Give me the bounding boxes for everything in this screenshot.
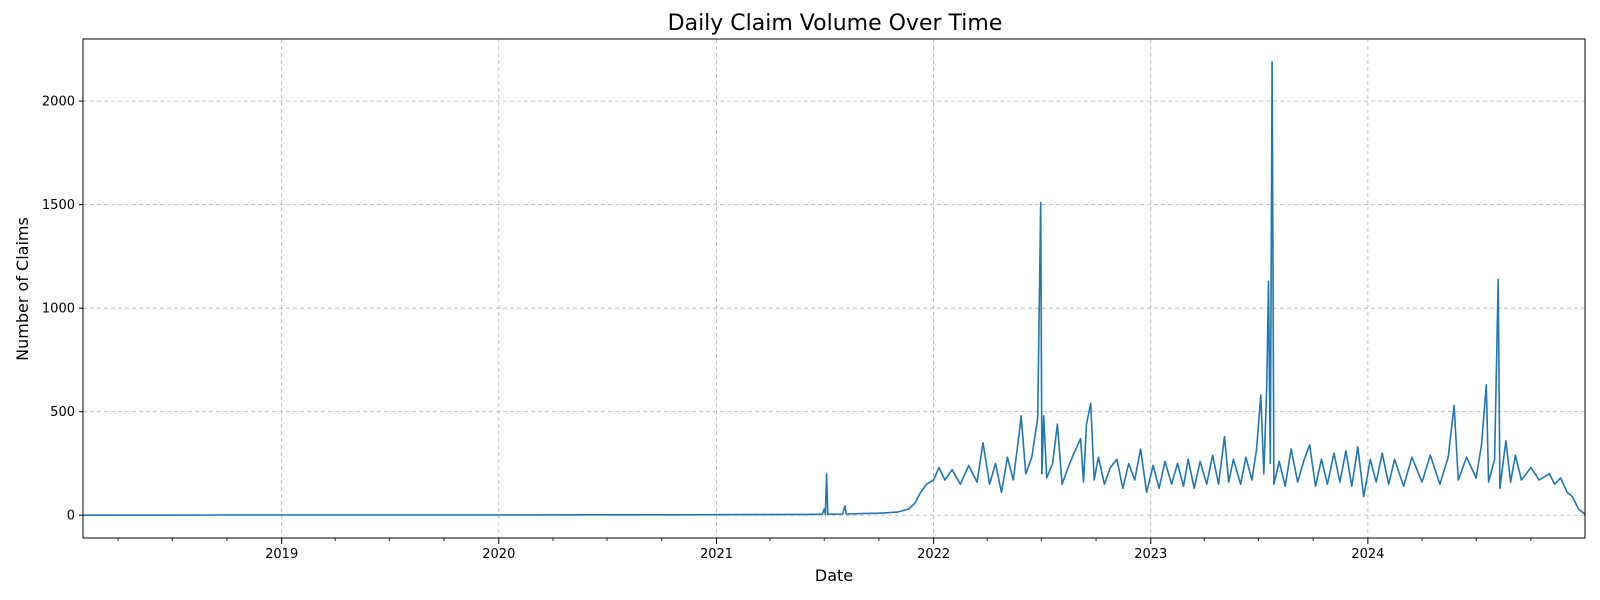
axis-ticks: 0 500 1000 1500 2000 2019 2020 2021 2022 2023 2024 <box>42 95 1532 562</box>
x-tick-label: 2019 <box>265 547 298 562</box>
y-axis-label: Number of Claims <box>13 217 32 361</box>
x-tick-label: 2024 <box>1351 547 1384 562</box>
y-tick-label: 1500 <box>42 198 75 213</box>
series-line <box>83 60 1586 517</box>
y-tick-label: 500 <box>50 405 75 420</box>
x-tick-label: 2022 <box>917 547 950 562</box>
y-tick-label: 2000 <box>42 95 75 110</box>
y-tick-label: 0 <box>67 509 75 524</box>
grid-lines <box>83 39 1585 538</box>
x-tick-label: 2021 <box>700 547 733 562</box>
x-axis-label: Date <box>815 566 853 585</box>
x-tick-label: 2023 <box>1134 547 1167 562</box>
plot-frame <box>82 38 1586 539</box>
chart-title: Daily Claim Volume Over Time <box>668 11 1003 36</box>
x-tick-label: 2020 <box>482 547 515 562</box>
y-tick-label: 1000 <box>42 302 75 317</box>
plot-area <box>83 60 1586 517</box>
